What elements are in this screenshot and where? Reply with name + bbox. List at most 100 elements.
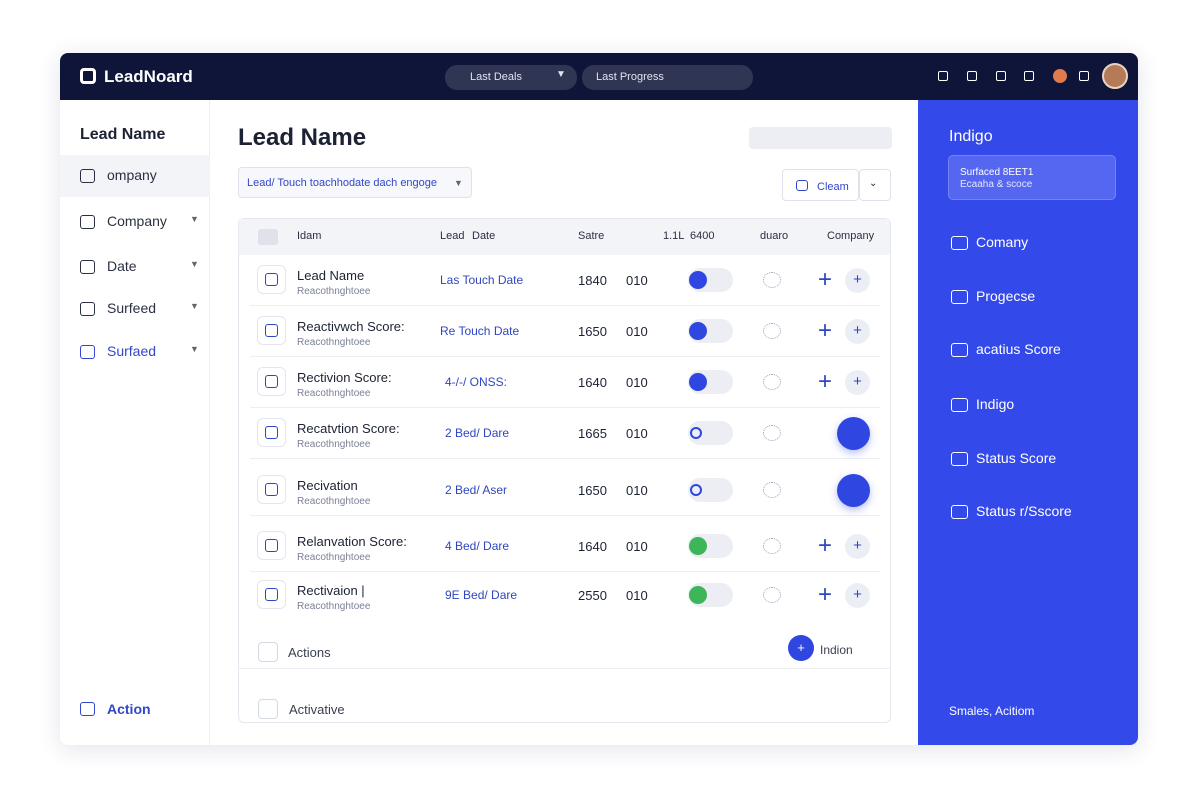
sidebar-caret: ▼ [190, 214, 199, 224]
panel-item[interactable]: Comany [976, 234, 1029, 250]
count: 010 [626, 426, 648, 441]
lead-sub: Reacothnghtoee [297, 601, 371, 612]
header-icon[interactable] [967, 71, 977, 81]
lead-name[interactable]: Reactivwch Score: [297, 319, 405, 334]
header-icon[interactable] [938, 71, 948, 81]
checkbox[interactable] [258, 699, 278, 719]
footer-select[interactable]: Indion [820, 643, 853, 657]
sidebar-item[interactable]: ompany [107, 167, 157, 183]
header-icon[interactable] [996, 71, 1006, 81]
add-button[interactable]: + [845, 268, 870, 293]
sidebar-item[interactable]: Company [107, 213, 167, 229]
header-icon[interactable] [1024, 71, 1034, 81]
panel-item[interactable]: Progecse [976, 288, 1036, 304]
toggle-knob [689, 271, 707, 289]
search-box[interactable] [445, 65, 577, 90]
filter-box[interactable] [582, 65, 753, 90]
avatar[interactable] [1102, 63, 1128, 89]
add-button[interactable]: + [845, 319, 870, 344]
panel-item[interactable]: acatius Score [976, 341, 1061, 357]
panel-footer: Smales, Acitiom [949, 704, 1035, 718]
main-title: Lead Name [238, 124, 367, 151]
row-icon [257, 265, 286, 294]
sidebar-item[interactable]: Surfaed [107, 343, 157, 359]
filter-input[interactable] [238, 167, 472, 198]
score: 1650 [578, 324, 607, 339]
add-icon[interactable]: + [818, 266, 833, 293]
panel-item[interactable]: Status Score [976, 450, 1057, 466]
clean-icon [796, 180, 808, 191]
header-icon[interactable] [1053, 69, 1067, 83]
sidebar-icon [80, 345, 95, 359]
row-icon [257, 418, 286, 447]
brand: LeadNoard [104, 67, 193, 86]
lead-name[interactable]: Rectivaion | [297, 583, 365, 598]
add-button[interactable]: + [845, 583, 870, 608]
add-button[interactable]: + [845, 370, 870, 395]
lead-sub: Reacothnghtoee [297, 496, 371, 507]
row-divider [250, 407, 880, 408]
add-icon[interactable]: + [818, 317, 833, 344]
lead-sub: Reacothnghtoee [297, 552, 371, 563]
lead-sub: Reacothnghtoee [297, 337, 371, 348]
panel-card-line: Surfaced 8EET1 [960, 167, 1034, 178]
score: 2550 [578, 588, 607, 603]
row-divider [239, 668, 890, 669]
touch-date: 9E Bed/ Dare [445, 588, 518, 602]
add-icon[interactable]: + [818, 581, 833, 608]
footer-action[interactable]: Activative [289, 702, 345, 717]
sidebar-item[interactable]: Surfeed [107, 300, 157, 316]
panel-item[interactable]: Indigo [976, 396, 1015, 412]
toggle-knob [689, 322, 707, 340]
status-icon [763, 272, 781, 288]
column-header: Date [472, 230, 496, 242]
lead-name[interactable]: Recatvtion Score: [297, 421, 400, 436]
panel-item[interactable]: Status r/Sscore [976, 503, 1072, 519]
column-header: Company [827, 230, 875, 242]
sidebar-icon [80, 302, 95, 316]
row-divider [250, 356, 880, 357]
check-button[interactable] [837, 417, 870, 450]
sidebar [60, 100, 210, 745]
dropdown-button[interactable] [859, 169, 891, 201]
search-text: Last Deals [470, 71, 522, 83]
lead-name[interactable]: Rectivion Score: [297, 370, 392, 385]
touch-date: 2 Bed/ Dare [445, 426, 510, 440]
score: 1640 [578, 539, 607, 554]
count: 010 [626, 375, 648, 390]
checkbox[interactable] [258, 642, 278, 662]
check-button[interactable] [837, 474, 870, 507]
touch-date: 4-/-/ ONSS: [445, 375, 508, 389]
lead-name[interactable]: Recivation [297, 478, 358, 493]
sidebar-item[interactable]: Date [107, 258, 137, 274]
header-icon[interactable] [1079, 71, 1089, 81]
sidebar-caret: ▼ [190, 301, 199, 311]
sidebar-title: Lead Name [80, 126, 166, 143]
row-icon-glyph [265, 539, 278, 552]
toggle-knob [690, 484, 702, 496]
row-icon-glyph [265, 588, 278, 601]
add-fab[interactable]: + [788, 635, 814, 661]
column-header: duaro [760, 230, 789, 242]
panel-icon [951, 452, 968, 466]
footer-action[interactable]: Actions [288, 645, 331, 660]
lead-sub: Reacothnghtoee [297, 439, 371, 450]
score: 1840 [578, 273, 607, 288]
add-button[interactable]: + [845, 534, 870, 559]
row-divider [250, 515, 880, 516]
row-icon [257, 531, 286, 560]
lead-name[interactable]: Relanvation Score: [297, 534, 407, 549]
status-icon [763, 587, 781, 603]
toggle-knob [690, 427, 702, 439]
add-icon[interactable]: + [818, 532, 833, 559]
filter-text: Last Progress [596, 71, 664, 83]
row-divider [250, 458, 880, 459]
sidebar-footer[interactable]: Action [107, 701, 151, 717]
add-icon[interactable]: + [818, 368, 833, 395]
clean-button[interactable] [782, 169, 859, 201]
lead-name[interactable]: Lead Name [297, 268, 365, 283]
row-icon [257, 475, 286, 504]
touch-date: Re Touch Date [440, 324, 520, 338]
sidebar-caret: ▼ [190, 259, 199, 269]
